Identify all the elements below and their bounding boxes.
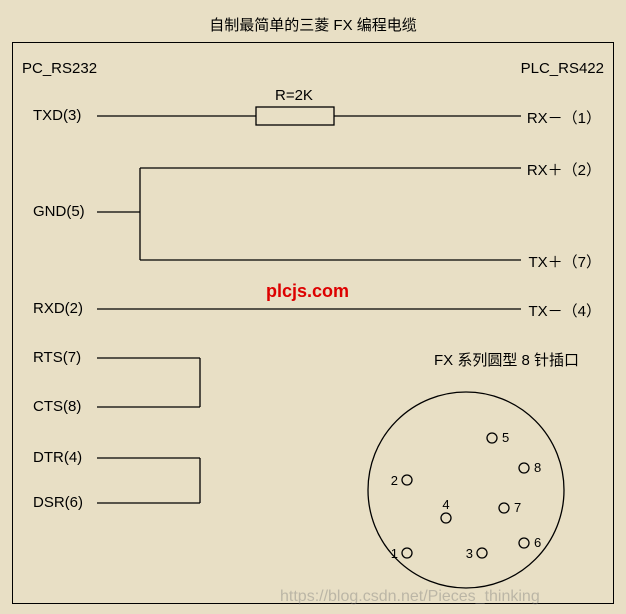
svg-text:6: 6 xyxy=(534,535,541,550)
pin-txd: TXD(3) xyxy=(33,107,81,124)
pin-txm: TX－（4） xyxy=(528,300,601,321)
svg-text:8: 8 xyxy=(534,460,541,475)
pin-txp: TX＋（7） xyxy=(528,251,601,272)
svg-text:2: 2 xyxy=(391,473,398,488)
pin-rxp: RX＋（2） xyxy=(527,159,601,180)
svg-text:3: 3 xyxy=(466,546,473,561)
diagram-canvas: 自制最简单的三菱 FX 编程电缆 12345678 PC_RS232 PLC_R… xyxy=(0,0,626,614)
left-header: PC_RS232 xyxy=(22,60,97,77)
pin-dsr: DSR(6) xyxy=(33,494,83,511)
connector-title: FX 系列圆型 8 针插口 xyxy=(434,349,579,370)
svg-text:5: 5 xyxy=(502,430,509,445)
pin-gnd: GND(5) xyxy=(33,203,85,220)
pin-rts: RTS(7) xyxy=(33,349,81,366)
pin-cts: CTS(8) xyxy=(33,398,81,415)
resistor-label: R=2K xyxy=(275,87,313,104)
pin-rxd: RXD(2) xyxy=(33,300,83,317)
pin-rxm: RX－（1） xyxy=(527,107,601,128)
watermark-gray: https://blog.csdn.net/Pieces_thinking xyxy=(280,588,540,606)
svg-text:7: 7 xyxy=(514,500,521,515)
svg-text:4: 4 xyxy=(442,497,449,512)
svg-text:1: 1 xyxy=(391,546,398,561)
watermark-red: plcjs.com xyxy=(266,281,349,302)
pin-dtr: DTR(4) xyxy=(33,449,82,466)
right-header: PLC_RS422 xyxy=(521,60,604,77)
